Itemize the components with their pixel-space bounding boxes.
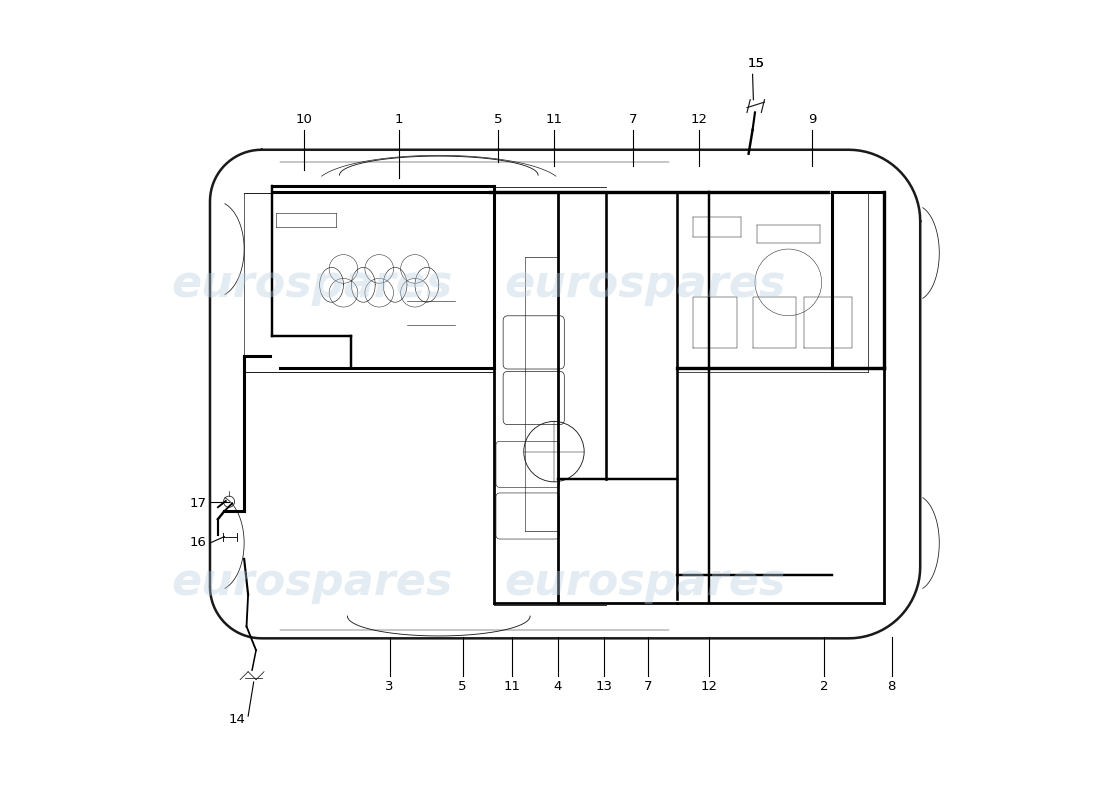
- Text: 3: 3: [385, 680, 394, 693]
- Text: eurospares: eurospares: [505, 562, 786, 604]
- Text: 17: 17: [190, 497, 207, 510]
- Text: eurospares: eurospares: [505, 263, 786, 306]
- Text: 13: 13: [595, 680, 613, 693]
- Text: 10: 10: [295, 113, 312, 126]
- Text: 11: 11: [504, 680, 520, 693]
- Text: 15: 15: [748, 58, 766, 70]
- Text: 16: 16: [190, 537, 207, 550]
- Text: 9: 9: [808, 113, 816, 126]
- Text: 5: 5: [459, 680, 466, 693]
- Text: 1: 1: [395, 113, 404, 126]
- Text: 12: 12: [691, 113, 708, 126]
- Text: 7: 7: [644, 680, 652, 693]
- Text: 4: 4: [553, 680, 562, 693]
- Text: 2: 2: [820, 680, 828, 693]
- Text: 12: 12: [701, 680, 717, 693]
- Text: 15: 15: [748, 58, 766, 70]
- Text: 7: 7: [629, 113, 638, 126]
- Text: eurospares: eurospares: [170, 263, 452, 306]
- Text: 8: 8: [888, 680, 895, 693]
- Text: eurospares: eurospares: [170, 562, 452, 604]
- Text: 14: 14: [229, 713, 245, 726]
- Text: 5: 5: [494, 113, 503, 126]
- Text: 11: 11: [546, 113, 562, 126]
